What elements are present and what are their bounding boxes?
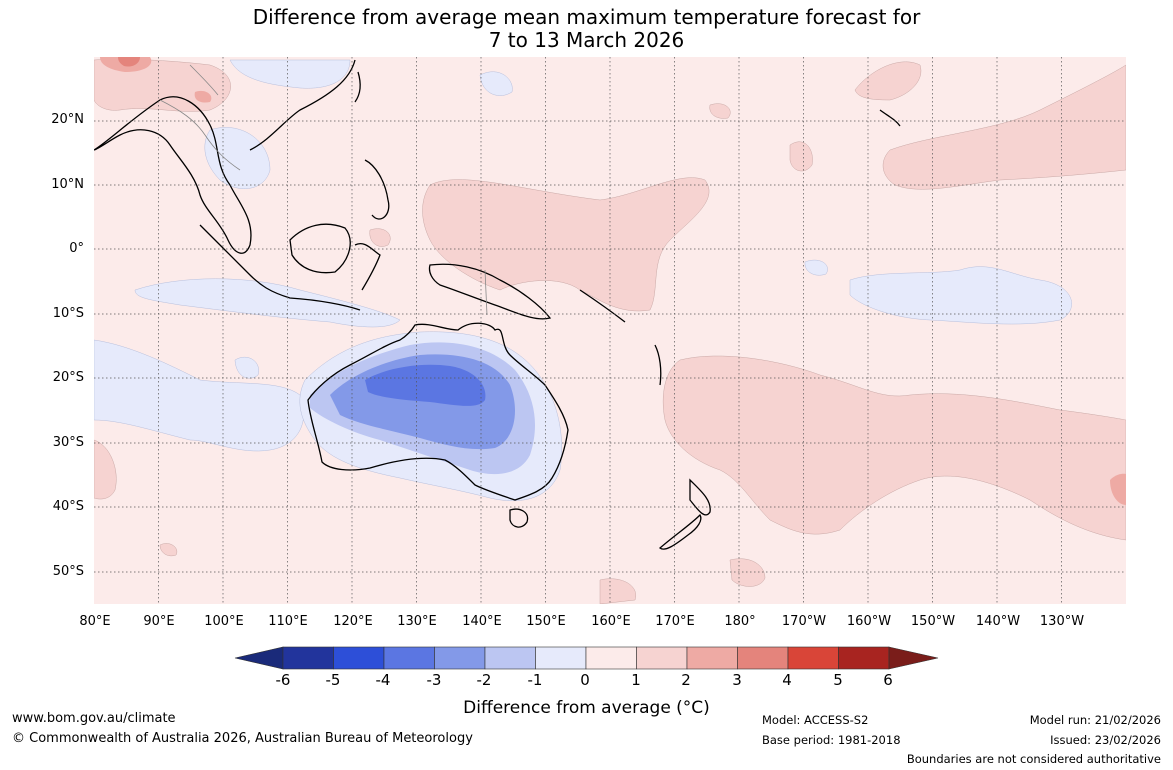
lon-label-170e: 170°E (655, 614, 695, 629)
colorbar-under-arrow (234, 646, 284, 670)
colorbar-tick: 3 (732, 671, 742, 689)
lat-label-30s: 30°S (52, 435, 84, 450)
lon-label-160w: 160°W (846, 614, 892, 629)
lon-label-130e: 130°E (397, 614, 437, 629)
colorbar-swatch (636, 646, 688, 670)
colorbar-swatch (787, 646, 839, 670)
lon-label-110e: 110°E (268, 614, 308, 629)
lat-label-20s: 20°S (52, 370, 84, 385)
coastlines (94, 59, 901, 550)
colorbar-over-arrow (888, 646, 939, 670)
lon-label-180: 180° (724, 614, 756, 629)
colorbar-swatch (333, 646, 385, 670)
lon-label-140w: 140°W (975, 614, 1021, 629)
colorbar-tick: 4 (782, 671, 792, 689)
colorbar-tick: -5 (325, 671, 341, 689)
colorbar-swatch (282, 646, 334, 670)
lon-label-140e: 140°E (462, 614, 502, 629)
colorbar-swatch (484, 646, 536, 670)
colorbar-swatch (535, 646, 587, 670)
lon-label-90e: 90°E (143, 614, 175, 629)
colorbar-tick: 1 (631, 671, 641, 689)
lon-label-120e: 120°E (333, 614, 373, 629)
colorbar (234, 646, 939, 670)
lon-label-100e: 100°E (204, 614, 244, 629)
colorbar-tick: 0 (580, 671, 590, 689)
colorbar-label: Difference from average (°C) (463, 698, 710, 718)
lat-label-40s: 40°S (52, 499, 84, 514)
lon-label-80e: 80°E (79, 614, 111, 629)
country-boundaries (159, 64, 488, 316)
map-title-line1: Difference from average mean maximum tem… (252, 5, 921, 29)
colorbar-tick: -2 (476, 671, 492, 689)
lon-label-150w: 150°W (910, 614, 956, 629)
colorbar-tick: 6 (883, 671, 893, 689)
issued-date: Issued: 23/02/2026 (1050, 733, 1161, 747)
colorbar-swatch (383, 646, 435, 670)
base-period: Base period: 1981-2018 (762, 733, 901, 747)
lon-label-130w: 130°W (1039, 614, 1085, 629)
website-link[interactable]: www.bom.gov.au/climate (12, 711, 176, 726)
lon-label-160e: 160°E (591, 614, 631, 629)
lat-label-20n: 20°N (51, 112, 84, 127)
anomaly-3-to-4-regions (118, 57, 140, 67)
colorbar-tick: 2 (681, 671, 691, 689)
colorbar-tick: -1 (527, 671, 543, 689)
model-name: Model: ACCESS-S2 (762, 713, 869, 727)
graticule (94, 57, 1126, 604)
map-title-line2: 7 to 13 March 2026 (488, 28, 685, 52)
model-run-date: Model run: 21/02/2026 (1029, 713, 1161, 727)
anomaly-minus4-to-minus3-region (365, 364, 486, 406)
lon-label-170w: 170°W (781, 614, 827, 629)
lat-label-0: 0° (69, 241, 84, 256)
colorbar-swatch (585, 646, 637, 670)
colorbar-swatch (737, 646, 789, 670)
colorbar-tick: -3 (426, 671, 442, 689)
colorbar-tick: -4 (375, 671, 391, 689)
lat-label-10s: 10°S (52, 306, 84, 321)
lat-label-10n: 10°N (51, 177, 84, 192)
anomaly-1-to-2-regions (94, 58, 1126, 604)
copyright-text: © Commonwealth of Australia 2026, Austra… (12, 731, 473, 746)
colorbar-swatch (686, 646, 738, 670)
colorbar-tick: 5 (833, 671, 843, 689)
colorbar-tick: -6 (275, 671, 291, 689)
lon-label-150e: 150°E (526, 614, 566, 629)
colorbar-swatch (838, 646, 890, 670)
colorbar-swatch (434, 646, 486, 670)
lat-label-50s: 50°S (52, 564, 84, 579)
boundaries-disclaimer: Boundaries are not considered authoritat… (906, 752, 1161, 766)
